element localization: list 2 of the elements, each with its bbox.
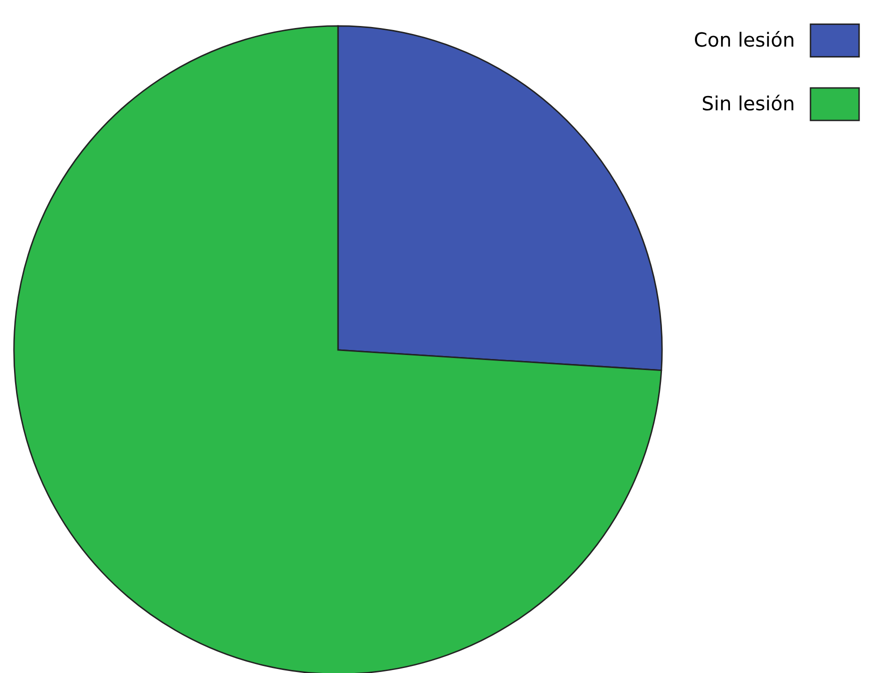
legend-label: Con lesión (694, 31, 794, 47)
legend-label: Sin lesión (702, 94, 794, 111)
